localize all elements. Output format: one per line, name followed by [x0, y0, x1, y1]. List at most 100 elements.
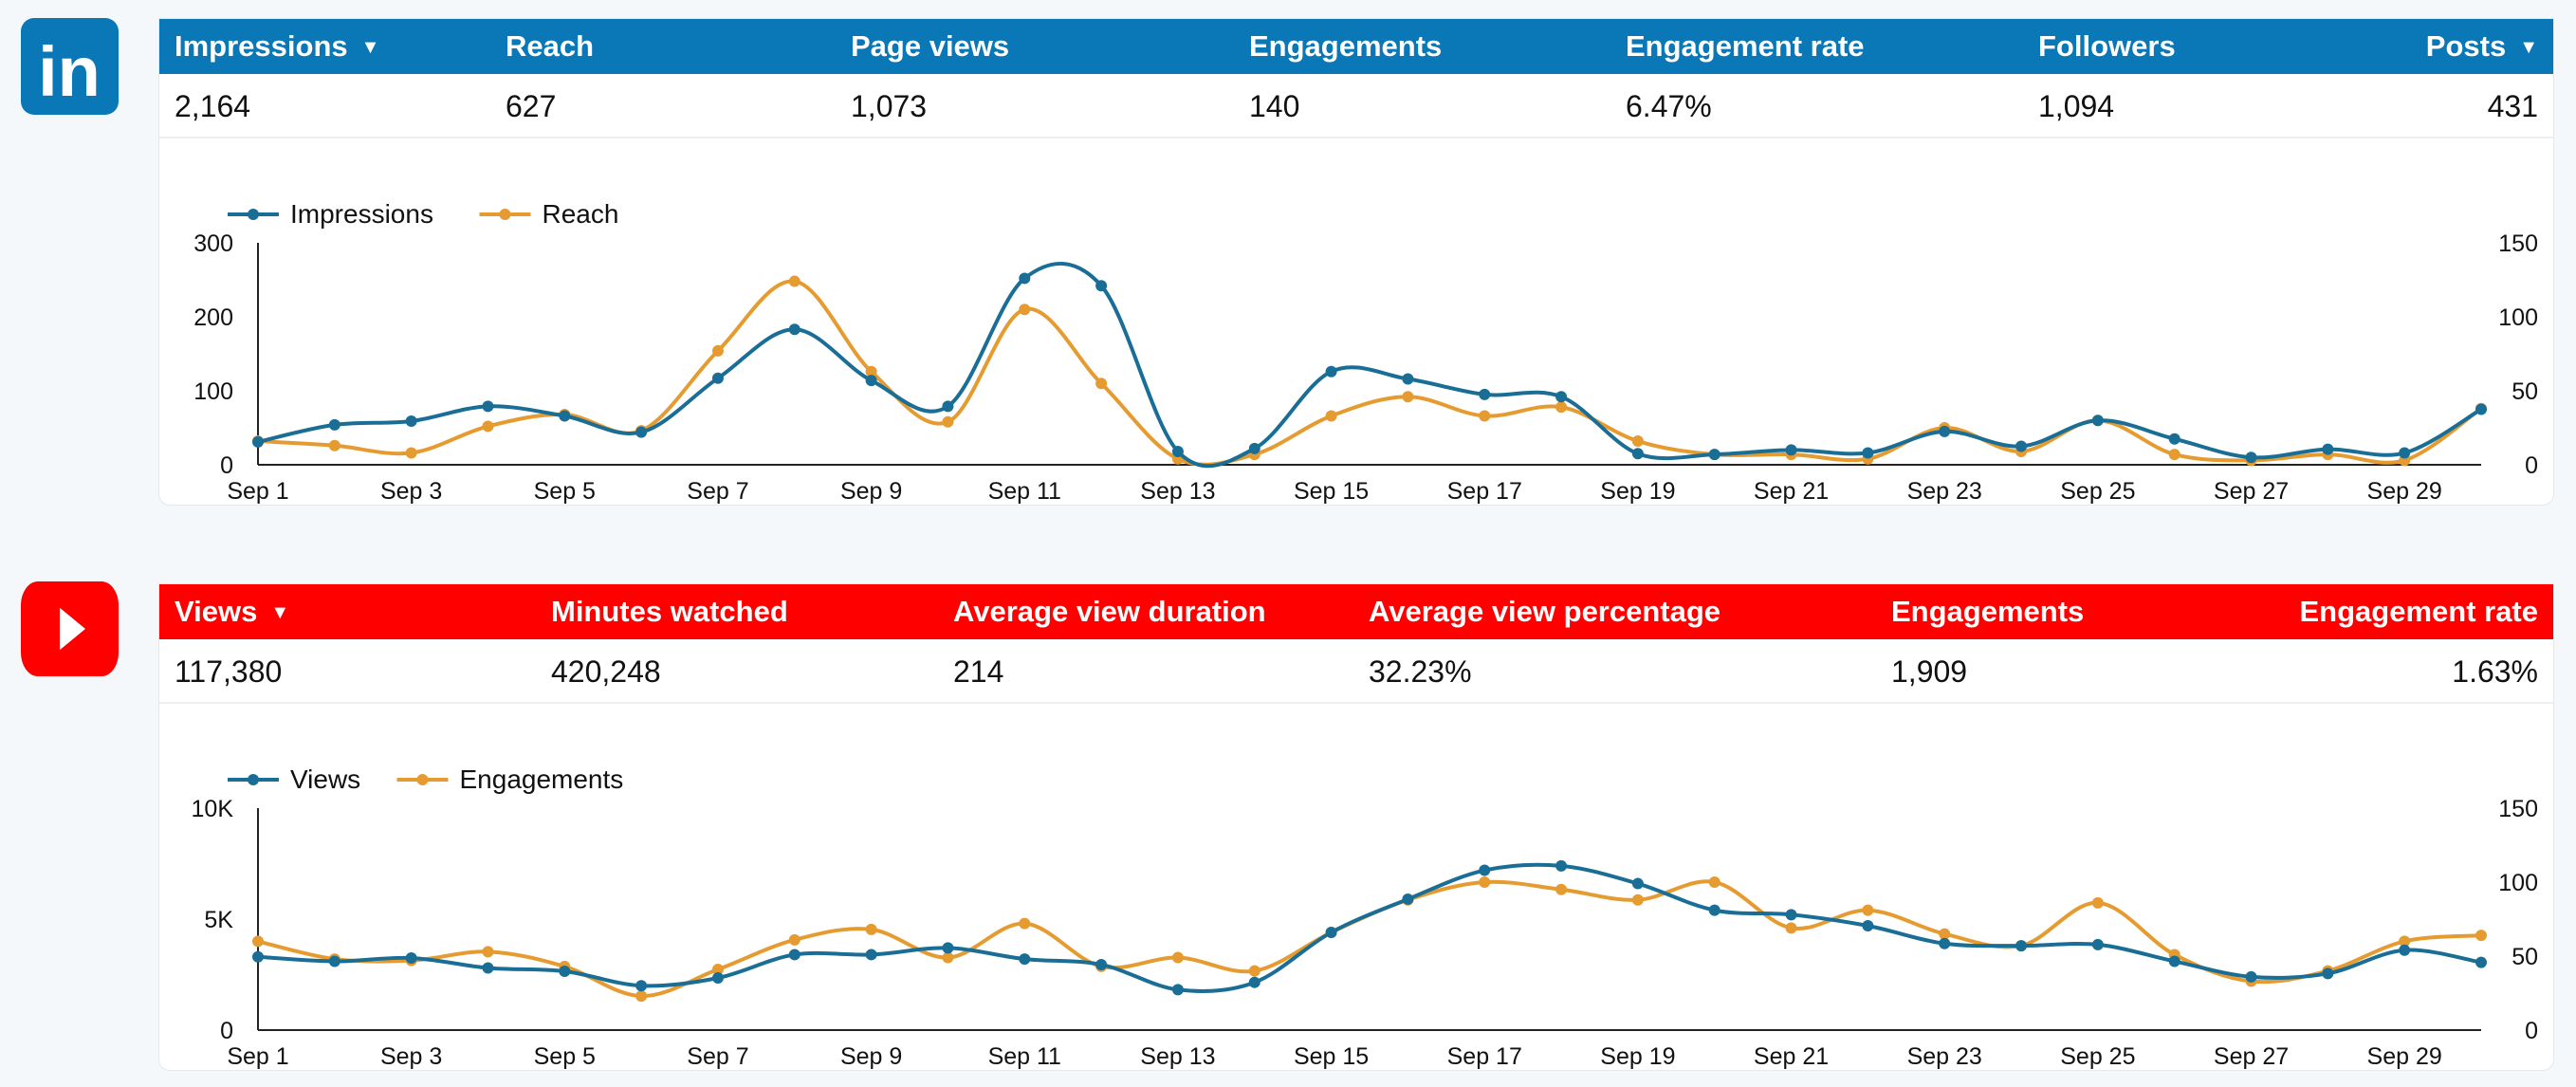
x-tick-label: Sep 13	[1140, 478, 1215, 505]
metric-header-views[interactable]: Views ▼	[175, 584, 289, 643]
metric-value-page-views: 1,073	[851, 89, 928, 123]
data-point	[482, 400, 494, 413]
data-point	[942, 400, 954, 413]
x-tick-label: Sep 1	[227, 478, 288, 505]
legend-item-views: Views	[228, 765, 360, 794]
metric-header-impressions[interactable]: Impressions ▼	[175, 19, 379, 78]
x-tick-label: Sep 25	[2060, 478, 2135, 505]
metric-value-engagement-rate: 1.63%	[2452, 654, 2538, 689]
data-point	[1785, 922, 1797, 934]
x-tick-label: Sep 9	[840, 478, 902, 505]
data-point	[1095, 958, 1108, 970]
metric-header-engagements: Engagements	[1891, 595, 2085, 628]
data-point	[788, 275, 800, 287]
y-tick-label-right: 0	[2525, 452, 2538, 479]
y-tick-label-right: 0	[2525, 1018, 2538, 1044]
data-point	[328, 418, 340, 431]
data-point	[1555, 883, 1568, 895]
metric-value-impressions: 2,164	[175, 89, 251, 123]
series-line-reach	[257, 279, 2483, 467]
y-tick-label-right: 100	[2498, 304, 2538, 331]
sort-dropdown-icon[interactable]: ▼	[2519, 37, 2538, 58]
data-point	[2168, 955, 2180, 967]
data-point	[635, 980, 648, 992]
metric-header-engagement-rate: Engagement rate	[2299, 595, 2538, 628]
data-point	[1171, 445, 1184, 457]
legend-item-impressions: Impressions	[228, 199, 433, 229]
data-point	[2091, 896, 2104, 909]
data-point	[1171, 984, 1184, 996]
metric-value-average-view-percentage: 32.23%	[1369, 654, 1472, 689]
data-point	[2168, 433, 2180, 445]
y-tick-label-right: 150	[2498, 230, 2538, 257]
y-tick-label-left: 100	[193, 378, 233, 405]
series-line-impressions	[257, 261, 2483, 469]
data-point	[252, 950, 264, 963]
x-tick-label: Sep 23	[1907, 478, 1982, 505]
metric-header-engagement-rate: Engagement rate	[1626, 29, 1865, 63]
data-point	[328, 439, 340, 451]
legend-label: Views	[290, 765, 360, 794]
legend-item-engagements: Engagements	[396, 765, 623, 794]
youtube-metrics-values: 117,380 420,248 214 32.23% 1,909 1.63%	[159, 639, 2553, 704]
data-point	[942, 951, 954, 964]
data-point	[2322, 443, 2334, 455]
metric-header-average-view-percentage: Average view percentage	[1369, 595, 1721, 628]
data-point	[1248, 965, 1260, 977]
data-point	[1402, 391, 1414, 403]
y-tick-label-left: 10K	[192, 796, 234, 822]
x-tick-label: Sep 29	[2367, 1043, 2442, 1070]
data-point	[788, 323, 800, 336]
data-point	[865, 375, 877, 387]
sort-dropdown-icon[interactable]: ▼	[360, 37, 380, 58]
metric-value-engagements: 140	[1249, 89, 1300, 123]
data-point	[1555, 391, 1568, 403]
y-tick-label-left: 0	[220, 1018, 233, 1044]
data-point	[1631, 435, 1644, 448]
data-point	[865, 923, 877, 935]
metric-value-reach: 627	[506, 89, 557, 123]
data-point	[1939, 425, 1951, 437]
x-tick-label: Sep 1	[227, 1043, 288, 1070]
data-point	[252, 435, 264, 448]
data-point	[1325, 365, 1337, 378]
x-tick-label: Sep 27	[2214, 1043, 2289, 1070]
data-point	[942, 942, 954, 954]
metric-value-followers: 1,094	[2038, 89, 2115, 123]
data-point	[482, 420, 494, 433]
metric-header-page-views: Page views	[851, 29, 1010, 63]
youtube-logo-icon	[21, 581, 119, 676]
y-tick-label-right: 100	[2498, 870, 2538, 896]
data-point	[788, 949, 800, 961]
data-point	[942, 415, 954, 428]
data-point	[2245, 451, 2257, 464]
youtube-panel: Views ▼ Minutes watched Average view dura…	[158, 583, 2554, 1071]
data-point	[2399, 944, 2411, 956]
metric-header-followers: Followers	[2038, 29, 2176, 63]
data-point	[1248, 976, 1260, 988]
x-tick-label: Sep 11	[988, 478, 1061, 505]
data-point	[1862, 904, 1874, 916]
data-point	[711, 344, 724, 357]
data-point	[2015, 440, 2028, 452]
linkedin-logo-text: in	[38, 32, 101, 111]
x-tick-label: Sep 19	[1600, 478, 1675, 505]
metric-value-engagements: 1,909	[1891, 654, 1968, 689]
data-point	[559, 965, 571, 977]
x-tick-label: Sep 9	[840, 1043, 902, 1070]
data-point	[1862, 920, 1874, 932]
data-point	[1555, 401, 1568, 414]
metric-header-average-view-duration: Average view duration	[953, 595, 1266, 628]
data-point	[405, 951, 417, 964]
data-point	[1939, 928, 1951, 940]
metric-header-posts[interactable]: Posts ▼	[2426, 19, 2538, 78]
data-point	[405, 447, 417, 459]
linkedin-logo-icon: in	[21, 18, 119, 115]
metric-header-engagements: Engagements	[1249, 29, 1443, 63]
data-point	[1479, 410, 1491, 422]
x-tick-label: Sep 21	[1754, 1043, 1829, 1070]
data-point	[2091, 415, 2104, 427]
sort-dropdown-icon[interactable]: ▼	[270, 602, 290, 623]
x-tick-label: Sep 15	[1294, 478, 1369, 505]
x-tick-label: Sep 17	[1447, 1043, 1522, 1070]
